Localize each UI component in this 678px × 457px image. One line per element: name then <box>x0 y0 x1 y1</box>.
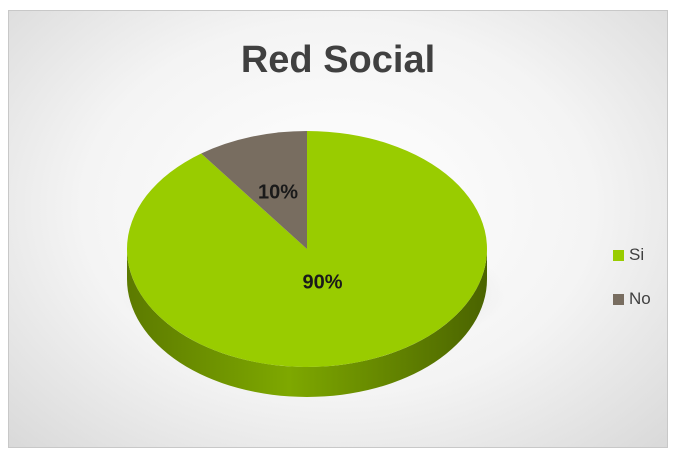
legend-item-no: No <box>613 289 651 309</box>
legend-label-si: Si <box>629 245 644 265</box>
legend-label-no: No <box>629 289 651 309</box>
data-label-si: 90% <box>303 271 343 293</box>
pie-chart: 90% 10% <box>9 11 668 448</box>
legend-item-si: Si <box>613 245 651 265</box>
legend: Si No <box>613 245 651 333</box>
legend-swatch-si <box>613 250 624 261</box>
legend-swatch-no <box>613 294 624 305</box>
data-label-no: 10% <box>258 182 298 204</box>
chart-frame: Red Social 90% 10% Si No <box>8 10 668 448</box>
